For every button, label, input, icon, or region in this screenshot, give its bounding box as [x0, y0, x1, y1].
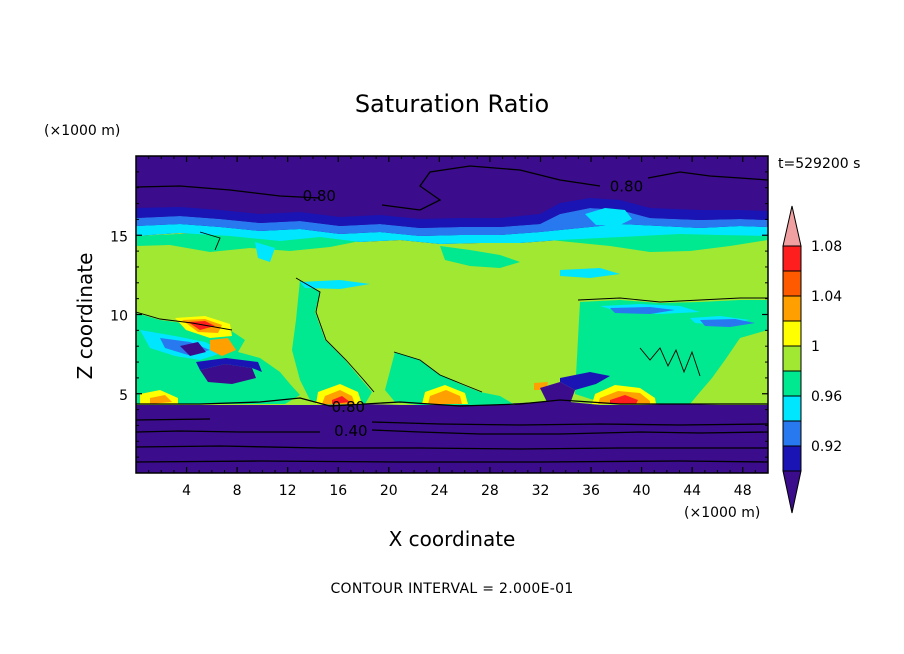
colorbar-box	[782, 270, 802, 297]
colorbar-label: 0.96	[811, 389, 842, 405]
pocket-dry	[180, 342, 575, 404]
x-tick-label: 16	[329, 483, 347, 499]
colorbar-extend-top	[782, 205, 802, 247]
x-tick-label: 4	[182, 483, 191, 499]
band-darkblue	[136, 198, 768, 228]
colorbar-extend-bottom	[782, 470, 802, 514]
colorbar-label: 1	[811, 339, 820, 355]
lower-dry-layer	[136, 405, 768, 473]
contour-label: 0.80	[332, 398, 365, 416]
colorbar-box	[782, 345, 802, 372]
x-tick-label: 24	[430, 483, 448, 499]
time-label: t=529200 s	[778, 156, 860, 172]
x-tick-label: 20	[380, 483, 398, 499]
contour-lines	[136, 165, 768, 463]
contour-label: 0.80	[610, 178, 643, 196]
y-axis: 5 10 15	[110, 171, 768, 458]
contour-label-group: 0.80 0.80 0.80 0.40	[303, 178, 644, 440]
contour-label: 0.40	[334, 422, 367, 440]
y-tick-label: 10	[110, 309, 128, 325]
contour-lines-thin	[136, 231, 768, 393]
colorbar-box	[782, 395, 802, 422]
colorbar-label: 0.92	[811, 439, 842, 455]
contour-label: 0.80	[303, 187, 336, 205]
field-plot	[136, 156, 768, 473]
y-axis-title: Z coordinate	[73, 253, 97, 380]
x-unit-label: (×1000 m)	[684, 505, 760, 521]
colorbar-box	[782, 295, 802, 322]
band-lightblue	[136, 224, 768, 244]
x-tick-label: 36	[582, 483, 600, 499]
x-tick-label: 44	[683, 483, 701, 499]
x-tick-label: 40	[633, 483, 651, 499]
colorbar: 0.92 0.96 1 1.04 1.08	[782, 205, 842, 514]
colorbar-label: 1.04	[811, 289, 842, 305]
x-tick-label: 28	[481, 483, 499, 499]
pocket-darkblue	[196, 358, 610, 390]
y-unit-label: (×1000 m)	[44, 123, 120, 139]
x-tick-label: 12	[279, 483, 297, 499]
colorbar-box	[782, 370, 802, 397]
colorbar-label: 1.08	[811, 239, 842, 255]
y-tick-label: 15	[110, 229, 128, 245]
x-axis-title: X coordinate	[389, 527, 516, 551]
x-tick-label: 32	[532, 483, 550, 499]
y-tick-label: 5	[119, 388, 128, 404]
x-tick-label: 48	[734, 483, 752, 499]
colorbar-box	[782, 445, 802, 472]
x-tick-label: 8	[233, 483, 242, 499]
x-axis: 4 8 12 16 20 24 28 32 36 40 44 48	[148, 156, 756, 499]
patch-lightblue-upper	[585, 208, 632, 226]
chart-title: Saturation Ratio	[355, 90, 549, 118]
colorbar-box	[782, 320, 802, 347]
contour-interval-footer: CONTOUR INTERVAL = 2.000E-01	[330, 581, 573, 597]
colorbar-box	[782, 420, 802, 447]
colorbar-box	[782, 245, 802, 272]
